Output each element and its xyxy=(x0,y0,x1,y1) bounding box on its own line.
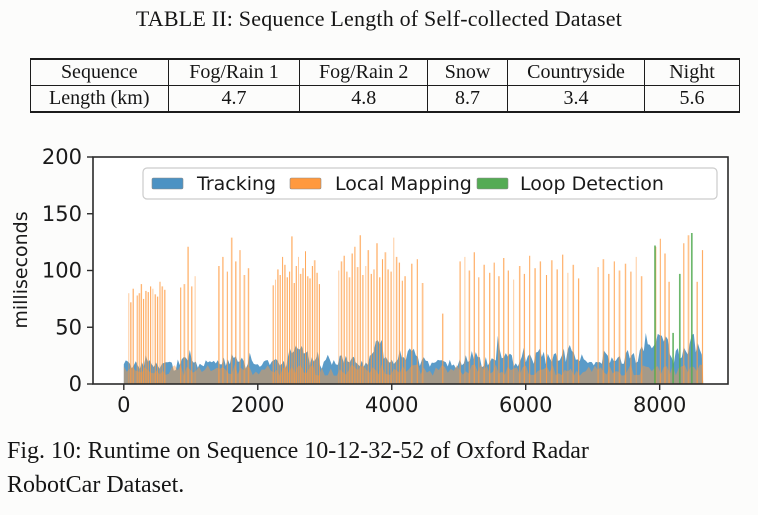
legend-label-loop-detection: Loop Detection xyxy=(520,173,664,195)
table-cell: 5.6 xyxy=(643,85,741,113)
table-cell: 8.7 xyxy=(426,85,509,113)
y-axis: 0 50 100 150 200 xyxy=(42,145,93,396)
table-row: Length (km) 4.7 4.8 8.7 3.4 5.6 xyxy=(30,85,741,113)
y-tick-label: 200 xyxy=(42,145,82,169)
figure-caption: Fig. 10: Runtime on Sequence 10-12-32-52… xyxy=(7,434,755,502)
x-axis: 0 2000 4000 6000 8000 xyxy=(117,384,686,417)
figure-caption-line1: Fig. 10: Runtime on Sequence 10-12-32-52… xyxy=(7,438,589,464)
legend-box xyxy=(142,167,718,200)
x-tick-label: 6000 xyxy=(499,393,552,417)
runtime-chart-svg: 0 2000 4000 6000 8000 0 50 100 150 200 millisecond… xyxy=(10,145,729,417)
x-tick-label: 0 xyxy=(117,393,130,417)
table-cell: 4.8 xyxy=(299,85,428,113)
column-header: Sequence xyxy=(30,58,169,86)
x-tick-label: 2000 xyxy=(231,393,284,417)
table-header-row: Sequence Fog/Rain 1 Fog/Rain 2 Snow Countrys… xyxy=(30,58,741,86)
legend-swatch-local-mapping xyxy=(289,177,322,190)
y-tick-label: 0 xyxy=(69,372,82,396)
column-header: Night xyxy=(643,58,741,86)
loop-detection-spikes xyxy=(654,233,693,384)
y-tick-label: 100 xyxy=(42,259,82,283)
legend-label-local-mapping: Local Mapping xyxy=(335,173,472,195)
sequence-length-table: Sequence Fog/Rain 1 Fog/Rain 2 Snow Countrys… xyxy=(30,58,741,113)
table-cell: 3.4 xyxy=(507,85,645,113)
tracking-band xyxy=(123,332,704,384)
table-cell: Length (km) xyxy=(30,85,169,113)
y-axis-label: milliseconds xyxy=(10,211,32,328)
legend-swatch-tracking xyxy=(151,177,184,190)
y-tick-label: 150 xyxy=(42,202,82,226)
runtime-chart: 0 2000 4000 6000 8000 0 50 100 150 200 millisecond… xyxy=(0,130,758,430)
table-cell: 4.7 xyxy=(167,85,301,113)
local-mapping-spikes xyxy=(128,235,704,384)
x-tick-label: 4000 xyxy=(365,393,418,417)
legend: Tracking Local Mapping Loop Detection xyxy=(142,167,718,200)
column-header: Fog/Rain 1 xyxy=(167,58,301,86)
column-header: Countryside xyxy=(507,58,645,86)
x-tick-label: 8000 xyxy=(633,393,686,417)
figure-caption-line2: RobotCar Dataset. xyxy=(7,472,185,499)
column-header: Snow xyxy=(426,58,509,86)
legend-label-tracking: Tracking xyxy=(196,173,276,195)
table-title: TABLE II: Sequence Length of Self-collec… xyxy=(135,6,623,31)
column-header: Fog/Rain 2 xyxy=(299,58,428,86)
local-mapping-base-band xyxy=(123,364,704,384)
y-tick-label: 50 xyxy=(55,315,82,339)
legend-swatch-loop-detection xyxy=(476,177,509,190)
